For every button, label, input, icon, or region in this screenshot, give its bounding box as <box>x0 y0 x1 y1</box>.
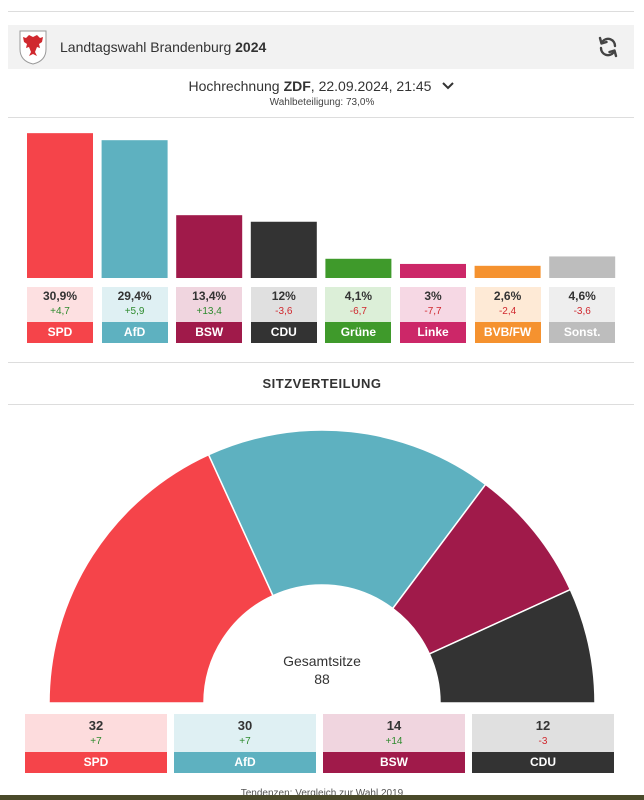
seat-segment-afd <box>207 429 487 610</box>
party-name: AfD <box>174 752 316 773</box>
party-name: BSW <box>176 322 243 343</box>
vote-share-bar-chart <box>27 133 616 278</box>
title-main: Landtagswahl Brandenburg <box>60 39 232 55</box>
vote-share-value: 3% <box>424 289 442 303</box>
seat-count: 32 <box>88 718 104 733</box>
page-title: Landtagswahl Brandenburg 2024 <box>60 39 266 55</box>
seat-label-bsw: 14 +14 BSW <box>323 714 465 773</box>
turnout-label: Wahlbeteiligung: 73,0% <box>269 97 375 108</box>
total-seats-label: Gesamtsitze <box>283 653 361 669</box>
bar-label-sonst: 4,6% -3,6 Sonst. <box>549 287 616 343</box>
seat-segment-spd <box>48 453 274 704</box>
seat-count: 30 <box>237 718 253 733</box>
vote-share-value: 30,9% <box>42 289 78 303</box>
party-name: AfD <box>101 322 168 343</box>
seat-distribution-title: SITZVERTEILUNG <box>262 376 382 391</box>
vote-share-value: 12% <box>271 289 296 303</box>
party-name: SPD <box>25 752 167 773</box>
poll-datetime: , 22.09.2024, 21:45 <box>310 78 432 94</box>
bottom-bar <box>0 795 644 800</box>
vote-share-value: 13,4% <box>192 289 227 303</box>
brandenburg-eagle-crest-icon <box>19 30 47 65</box>
refresh-icon[interactable] <box>596 35 620 59</box>
bar-bvb-fw <box>474 265 541 278</box>
bar-label-linke: 3% -7,7 Linke <box>400 287 466 343</box>
vote-share-change: +5,9 <box>124 306 145 317</box>
vote-share-change: -2,4 <box>498 306 517 317</box>
seat-count: 12 <box>535 718 551 733</box>
vote-share-change: +13,4 <box>196 306 222 317</box>
poll-selector[interactable]: Hochrechnung ZDF, 22.09.2024, 21:45 <box>189 78 456 94</box>
seat-segment-cdu <box>428 588 596 704</box>
bar-label-spd: 30,9% +4,7 SPD <box>27 287 93 343</box>
bar-label-bvb-fw: 2,6% -2,4 BVB/FW <box>474 287 541 343</box>
bar-label-cdu: 12% -3,6 CDU <box>250 287 317 343</box>
seat-count: 14 <box>386 718 402 733</box>
party-name: BVB/FW <box>474 322 541 343</box>
poll-source: ZDF <box>283 78 311 94</box>
vote-share-value: 4,1% <box>344 289 373 303</box>
seat-change: -3 <box>538 736 548 747</box>
vote-share-change: -7,7 <box>424 306 442 317</box>
seat-label-spd: 32 +7 SPD <box>25 714 167 773</box>
party-name: BSW <box>323 752 465 773</box>
seat-distribution-chart <box>48 429 596 704</box>
party-name: CDU <box>250 322 317 343</box>
bar-label-gr-ne: 4,1% -6,7 Grüne <box>325 287 392 343</box>
poll-prefix: Hochrechnung <box>188 78 280 94</box>
chevron-down-icon[interactable] <box>441 79 455 93</box>
bar-spd <box>27 133 93 278</box>
party-name: Linke <box>400 322 466 343</box>
bar-label-afd: 29,4% +5,9 AfD <box>101 287 168 343</box>
divider <box>8 117 634 118</box>
bar-gr-ne <box>325 258 392 278</box>
seat-change: +14 <box>385 736 403 747</box>
party-name: SPD <box>27 322 93 343</box>
vote-share-value: 4,6% <box>568 289 596 303</box>
bar-bsw <box>176 215 243 278</box>
total-seats-value: 88 <box>314 671 330 687</box>
footnote: Tendenzen: Vergleich zur Wahl 2019 <box>240 788 404 799</box>
total-seats: Gesamtsitze 88 <box>222 652 422 688</box>
vote-share-change: -3,6 <box>573 306 591 317</box>
seat-change: +7 <box>239 736 251 747</box>
top-divider <box>8 11 634 12</box>
bar-afd <box>101 140 168 278</box>
vote-share-value: 2,6% <box>493 289 522 303</box>
seat-label-afd: 30 +7 AfD <box>174 714 316 773</box>
title-year: 2024 <box>235 39 267 55</box>
seat-label-cdu: 12 -3 CDU <box>472 714 614 773</box>
vote-share-value: 29,4% <box>117 289 152 303</box>
vote-share-change: -6,7 <box>349 306 367 317</box>
poll-info: Hochrechnung ZDF, 22.09.2024, 21:45 Wahl… <box>0 78 644 108</box>
party-name: CDU <box>472 752 614 773</box>
vote-share-change: -3,6 <box>275 306 293 317</box>
party-name: Sonst. <box>549 322 616 343</box>
divider <box>8 404 634 405</box>
vote-share-change: +4,7 <box>50 306 70 317</box>
seat-change: +7 <box>90 736 102 747</box>
header-bar: Landtagswahl Brandenburg 2024 <box>8 25 634 69</box>
bar-linke <box>400 263 466 278</box>
party-name: Grüne <box>325 322 392 343</box>
bar-cdu <box>250 221 317 278</box>
divider <box>8 362 634 363</box>
bar-sonst <box>549 256 616 278</box>
bar-label-bsw: 13,4% +13,4 BSW <box>176 287 243 343</box>
